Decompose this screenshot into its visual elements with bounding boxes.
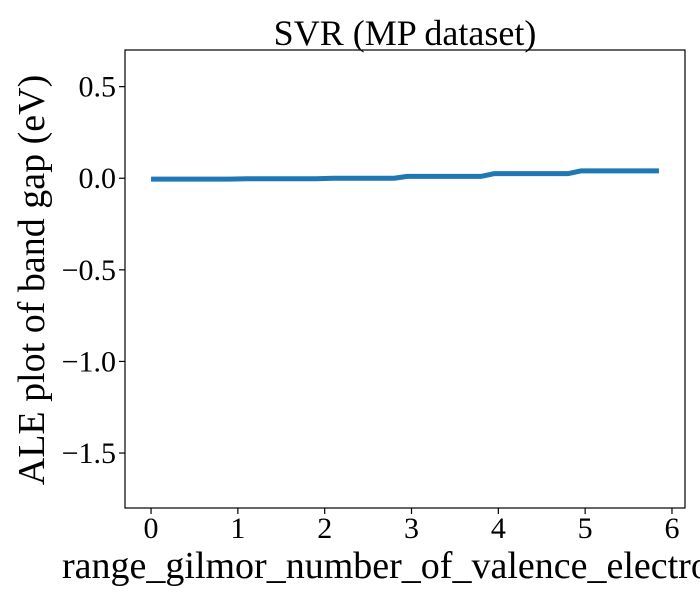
x-axis-ticks: 0 1 2 3 4 5 6	[144, 508, 679, 545]
x-tick-label: 1	[230, 512, 245, 545]
x-tick-label: 6	[664, 512, 679, 545]
plot-frame	[124, 49, 686, 509]
y-axis-ticks: 0.5 0.0 −0.5 −1.0 −1.5	[62, 71, 125, 470]
y-tick-label: −0.5	[62, 254, 116, 287]
ale-series-line	[151, 168, 659, 182]
y-axis-label: ALE plot of band gap (eV)	[11, 75, 53, 486]
chart-title: SVR (MP dataset)	[274, 13, 537, 53]
x-tick-label: 4	[491, 512, 506, 545]
y-tick-label: 0.5	[79, 71, 117, 104]
x-tick-label: 3	[404, 512, 419, 545]
x-tick-label: 5	[578, 512, 593, 545]
y-tick-label: 0.0	[79, 162, 117, 195]
x-tick-label: 0	[144, 512, 159, 545]
series-layer	[151, 168, 659, 182]
x-axis-label: range_gilmor_number_of_valence_electrons	[62, 545, 700, 587]
y-tick-label: −1.0	[62, 345, 116, 378]
y-tick-label: −1.5	[62, 437, 116, 470]
x-tick-label: 2	[317, 512, 332, 545]
